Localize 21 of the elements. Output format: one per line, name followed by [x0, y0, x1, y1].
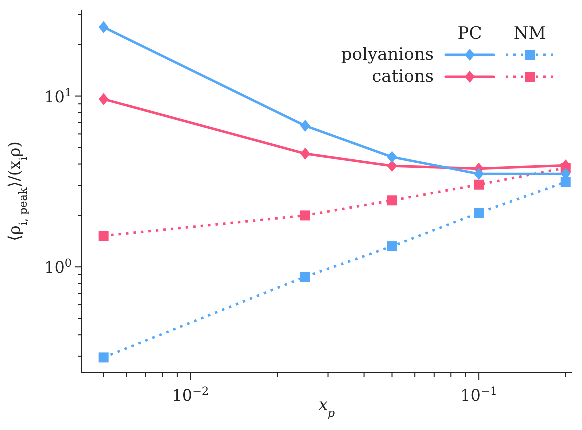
y-tick-label: 10$^{0}$: [44, 256, 72, 278]
point: [387, 242, 398, 252]
point: [474, 168, 484, 180]
point: [300, 120, 310, 132]
point: [300, 210, 310, 221]
y-tick-label: 10$^{1}$: [44, 86, 72, 106]
x-axis-title: x$_{p}$: [318, 395, 336, 420]
point: [387, 151, 398, 164]
x-tick-label: 10$^{−1}$: [460, 384, 498, 405]
point: [300, 272, 310, 282]
annotation: NM: [514, 24, 546, 44]
point: [300, 148, 310, 160]
legend-label: polyanions: [341, 45, 434, 65]
point: [474, 180, 484, 190]
annotation: PC: [458, 24, 482, 44]
point: [387, 160, 398, 172]
point: [474, 208, 484, 218]
x-tick-label: 10$^{−2}$: [172, 384, 210, 405]
legend-label: cations: [372, 67, 434, 87]
point: [387, 196, 398, 206]
point: [560, 177, 571, 188]
